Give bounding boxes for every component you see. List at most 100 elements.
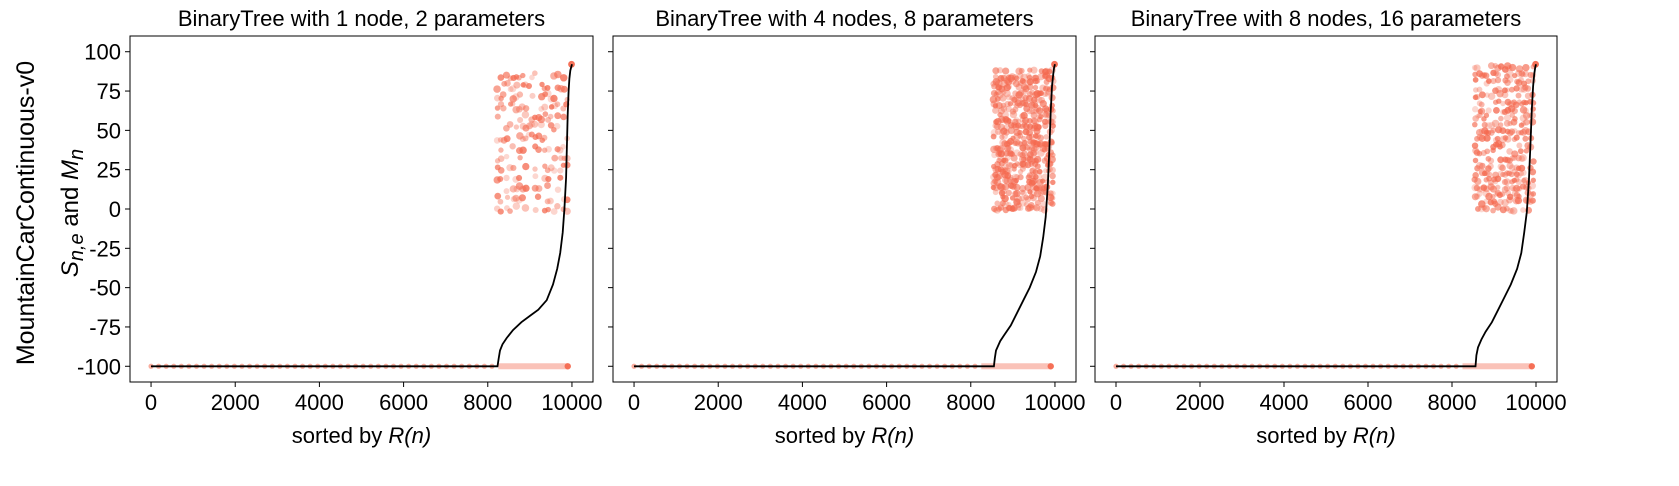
- scatter-point: [1006, 162, 1013, 170]
- scatter-point: [561, 155, 567, 162]
- scatter-point: [1506, 162, 1514, 170]
- scatter-point: [522, 135, 529, 142]
- scatter-point: [1471, 142, 1479, 149]
- scatter-point: [493, 85, 501, 93]
- scatter-point: [1026, 91, 1033, 97]
- scatter-point: [1009, 195, 1016, 201]
- scatter-point: [1513, 85, 1520, 92]
- y-label-m: M: [57, 160, 84, 180]
- scatter-point: [548, 104, 555, 110]
- scatter-point: [1043, 134, 1050, 140]
- scatter-point: [1511, 177, 1517, 184]
- scatter-point: [1507, 207, 1514, 214]
- scatter-point: [1003, 84, 1011, 92]
- scatter-point: [1035, 107, 1044, 115]
- scatter-point: [503, 174, 510, 182]
- scatter-point: [1481, 121, 1488, 129]
- scatter-point: [1515, 79, 1523, 86]
- scatter-point: [1003, 89, 1011, 98]
- scatter-point: [553, 122, 561, 130]
- scatter-point: [529, 74, 535, 81]
- scatter-point: [535, 185, 543, 193]
- x-tick-label: 4000: [778, 390, 827, 415]
- scatter-point: [539, 137, 546, 143]
- scatter-point: [560, 85, 568, 93]
- scatter-point: [1482, 205, 1490, 213]
- scatter-point: [1049, 166, 1056, 174]
- scatter-point: [1522, 107, 1530, 115]
- x-tick-label: 4000: [1260, 390, 1309, 415]
- scatter-point: [1474, 193, 1481, 200]
- scatter-point: [526, 122, 533, 130]
- scatter-point: [550, 94, 558, 103]
- x-tick-label: 8000: [946, 390, 995, 415]
- scatter-point: [1013, 75, 1020, 82]
- x-axis-label: sorted by R(n): [775, 423, 914, 448]
- scatter-point: [1524, 85, 1532, 92]
- y-label-s: S: [57, 261, 84, 277]
- x-tick-label: 0: [145, 390, 157, 415]
- scatter-point: [1471, 193, 1479, 201]
- scatter-point: [1030, 108, 1037, 115]
- scatter-point: [1503, 178, 1511, 186]
- scatter-point: [1490, 207, 1496, 214]
- scatter-point: [1017, 129, 1023, 136]
- scatter-point: [1008, 174, 1015, 181]
- scatter-point: [1003, 177, 1012, 185]
- scatter-point: [1512, 128, 1518, 134]
- scatter-point: [1000, 105, 1008, 112]
- y-label-m-sub: n: [66, 149, 88, 160]
- series-line: [634, 64, 1056, 368]
- scatter-point: [499, 91, 507, 98]
- scatter-point: [1049, 172, 1056, 180]
- scatter-point: [494, 158, 501, 164]
- scatter-point: [1048, 155, 1056, 164]
- scatter-point: [1525, 78, 1532, 85]
- scatter-point: [1019, 160, 1027, 168]
- scatter-point: [1495, 184, 1501, 190]
- scatter-point: [554, 70, 562, 79]
- scatter-point: [519, 136, 526, 143]
- scatter-point: [541, 134, 548, 141]
- scatter-point: [542, 91, 549, 98]
- scatter-point: [1023, 101, 1030, 108]
- scatter-point: [1518, 170, 1524, 177]
- scatter-point: [1037, 168, 1043, 175]
- scatter-point: [1050, 179, 1056, 186]
- scatter-point: [1020, 73, 1029, 82]
- scatter-point: [551, 154, 559, 162]
- scatter-point: [1472, 115, 1480, 122]
- scatter-point: [504, 194, 511, 200]
- y-tick-label: 0: [109, 197, 121, 222]
- scatter-point: [1043, 168, 1049, 174]
- scatter-point: [992, 189, 999, 196]
- scatter-point: [1504, 98, 1512, 106]
- scatter-point: [1497, 156, 1504, 164]
- scatter-point: [507, 101, 514, 107]
- scatter-point: [545, 175, 552, 183]
- scatter-point: [1006, 118, 1012, 124]
- scatter-point: [1501, 186, 1509, 193]
- y-tick-label: 50: [97, 118, 121, 143]
- scatter-point: [992, 73, 999, 80]
- scatter-point: [1474, 135, 1480, 142]
- scatter-point: [1030, 117, 1038, 125]
- x-tick-label: 8000: [463, 390, 512, 415]
- scatter-point: [999, 94, 1007, 102]
- scatter-point: [525, 82, 533, 90]
- scatter-point: [1511, 107, 1518, 115]
- scatter-point: [993, 91, 999, 97]
- scatter-point: [1003, 167, 1011, 175]
- scatter-point: [996, 157, 1002, 164]
- x-tick-label: 2000: [694, 390, 743, 415]
- scatter-point: [542, 163, 548, 169]
- scatter-point: [1492, 171, 1500, 179]
- panel-3: BinaryTree with 8 nodes, 16 parameters so…: [1090, 6, 1567, 448]
- scatter-point: [1529, 197, 1536, 204]
- scatter-point: [512, 194, 520, 202]
- scatter-point: [1478, 107, 1486, 115]
- scatter-point: [1480, 184, 1488, 192]
- scatter-point: [513, 81, 521, 89]
- scatter-point: [1508, 63, 1517, 72]
- scatter-point: [503, 153, 510, 160]
